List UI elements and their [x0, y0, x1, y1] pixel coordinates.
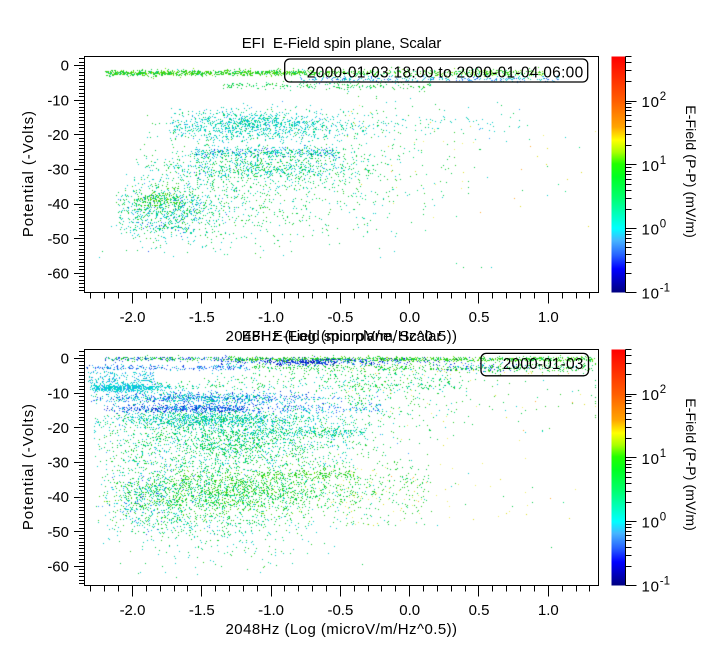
- svg-text:-1.0: -1.0: [258, 309, 284, 326]
- svg-text:-50: -50: [47, 231, 69, 248]
- svg-text:100: 100: [642, 512, 667, 532]
- svg-text:-2.0: -2.0: [120, 602, 146, 619]
- svg-text:-0.5: -0.5: [327, 309, 353, 326]
- svg-text:-2.0: -2.0: [120, 309, 146, 326]
- svg-text:Potential (-Volts): Potential (-Volts): [20, 110, 37, 237]
- svg-text:-20: -20: [47, 420, 69, 437]
- svg-text:0.5: 0.5: [469, 602, 490, 619]
- svg-text:101: 101: [642, 448, 667, 468]
- svg-text:-1.5: -1.5: [189, 602, 215, 619]
- svg-text:0.0: 0.0: [399, 309, 420, 326]
- svg-text:EFI E-Field spin plane, Scala: EFI E-Field spin plane, Scalar: [242, 35, 442, 52]
- svg-text:10-1: 10-1: [642, 576, 671, 596]
- svg-text:1.0: 1.0: [538, 309, 559, 326]
- svg-text:E-Field (P-P) (mV/m): E-Field (P-P) (mV/m): [683, 105, 699, 238]
- svg-text:-0.5: -0.5: [327, 602, 353, 619]
- svg-text:10-1: 10-1: [642, 283, 671, 303]
- svg-text:0: 0: [61, 58, 69, 75]
- svg-text:101: 101: [642, 155, 667, 175]
- svg-text:0: 0: [61, 351, 69, 368]
- svg-text:1.0: 1.0: [538, 602, 559, 619]
- svg-text:-1.0: -1.0: [258, 602, 284, 619]
- svg-text:-30: -30: [47, 162, 69, 179]
- svg-text:E-Field (P-P) (mV/m): E-Field (P-P) (mV/m): [683, 398, 699, 531]
- svg-text:-1.5: -1.5: [189, 309, 215, 326]
- svg-text:Potential (-Volts): Potential (-Volts): [20, 403, 37, 530]
- svg-text:0.0: 0.0: [399, 602, 420, 619]
- svg-text:-10: -10: [47, 385, 69, 402]
- svg-text:2000-01-03: 2000-01-03: [503, 356, 584, 373]
- svg-text:-40: -40: [47, 489, 69, 506]
- svg-text:-30: -30: [47, 455, 69, 472]
- svg-text:-40: -40: [47, 196, 69, 213]
- svg-text:-60: -60: [47, 559, 69, 576]
- svg-text:100: 100: [642, 219, 667, 239]
- svg-text:-60: -60: [47, 266, 69, 283]
- svg-text:2048Hz (Log (microV/m/Hz^0.5)): 2048Hz (Log (microV/m/Hz^0.5)): [226, 328, 458, 345]
- svg-text:-50: -50: [47, 524, 69, 541]
- svg-text:EFI E-Field spin plane, Scala: EFI E-Field spin plane, Scalar: [242, 328, 442, 345]
- svg-text:-20: -20: [47, 127, 69, 144]
- svg-text:0.5: 0.5: [469, 309, 490, 326]
- svg-text:2000-01-03 18:00 to 2000-01-04: 2000-01-03 18:00 to 2000-01-04 06:00: [307, 65, 584, 82]
- svg-text:-10: -10: [47, 92, 69, 109]
- svg-text:102: 102: [642, 91, 667, 111]
- svg-text:102: 102: [642, 384, 667, 404]
- svg-text:2048Hz (Log (microV/m/Hz^0.5)): 2048Hz (Log (microV/m/Hz^0.5)): [226, 621, 458, 638]
